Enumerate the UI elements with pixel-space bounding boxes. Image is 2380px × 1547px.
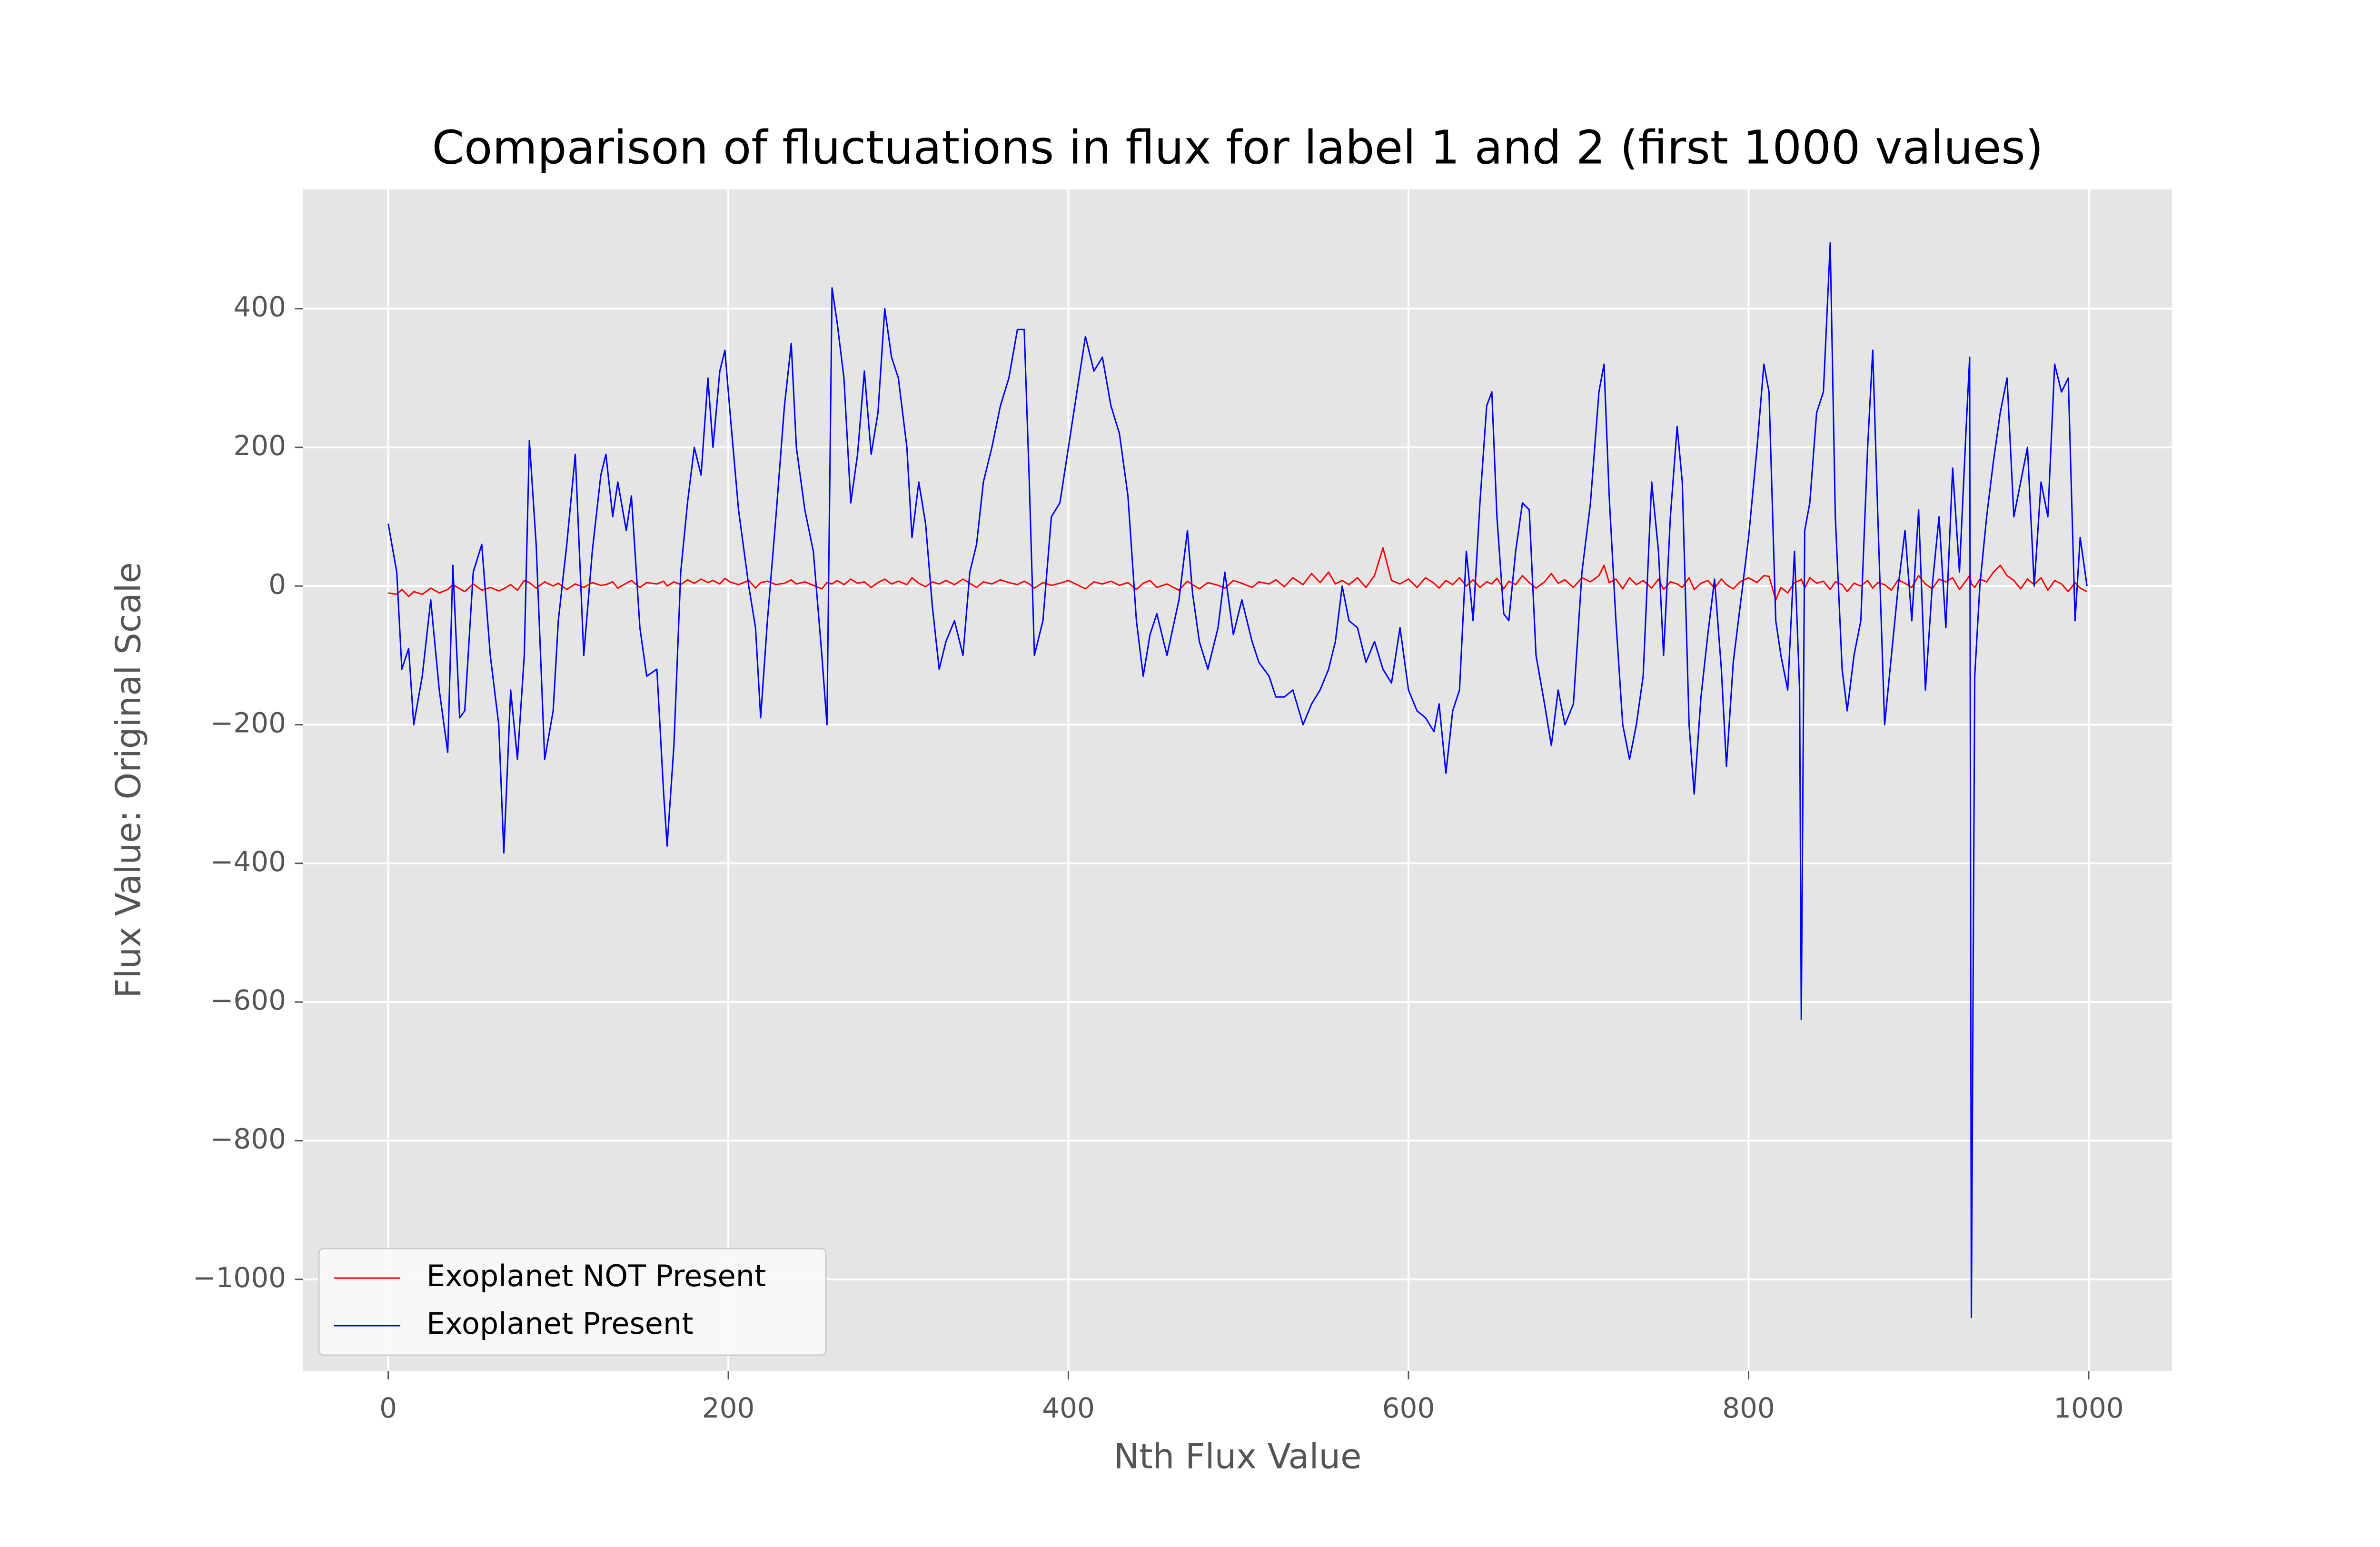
y-tick-label: 0 xyxy=(268,568,286,600)
y-tick-label: −400 xyxy=(210,845,286,878)
lines xyxy=(387,242,2088,1319)
y-tick-label: −200 xyxy=(210,707,286,739)
x-tick-label: 800 xyxy=(1722,1392,1775,1424)
legend-label: Exoplanet Present xyxy=(426,1306,694,1341)
axes: 0 200 400 600 800 1000 −1000 −800 −600 −400 −200 0 2… xyxy=(193,291,2124,1424)
y-tick-label: −600 xyxy=(210,984,286,1016)
chart-title: Comparison of fluctuations in flux for l… xyxy=(432,120,2043,174)
legend: Exoplanet NOT Present Exoplanet Present xyxy=(318,1248,827,1356)
grid xyxy=(303,189,2172,1371)
x-tick-label: 200 xyxy=(702,1392,755,1424)
x-axis-label: Nth Flux Value xyxy=(1114,1437,1362,1477)
data-line xyxy=(388,547,2088,601)
x-tick-label: 400 xyxy=(1042,1392,1095,1424)
x-tick-label: 600 xyxy=(1382,1392,1435,1424)
plot-area xyxy=(303,189,2172,1371)
y-tick-label: 200 xyxy=(233,429,286,462)
y-tick-label: −800 xyxy=(210,1123,286,1155)
y-axis-label: Flux Value: Original Scale xyxy=(109,562,149,998)
x-tick-label: 1000 xyxy=(2053,1392,2124,1424)
data-line xyxy=(387,242,2088,1319)
x-tick-label: 0 xyxy=(379,1392,397,1424)
legend-box xyxy=(318,1248,827,1356)
y-tick-label: 400 xyxy=(233,291,286,323)
y-tick-label: −1000 xyxy=(193,1261,286,1294)
legend-label: Exoplanet NOT Present xyxy=(426,1259,766,1293)
